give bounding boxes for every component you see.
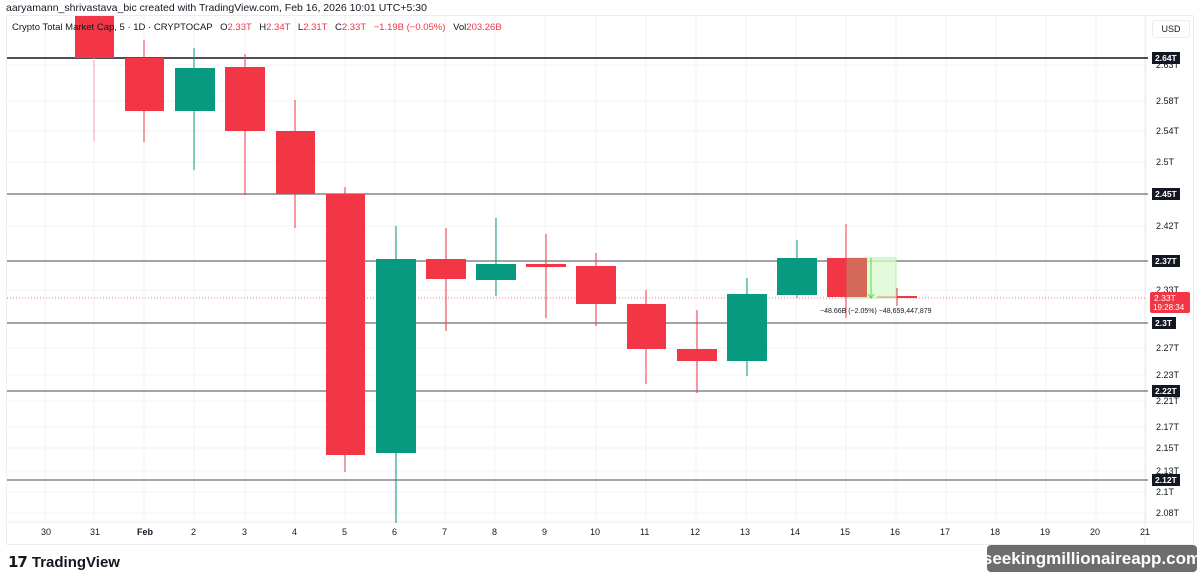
close-value: 2.33T bbox=[341, 22, 366, 33]
svg-text:20: 20 bbox=[1090, 527, 1100, 537]
svg-text:2.37T: 2.37T bbox=[1155, 256, 1178, 266]
svg-text:2.64T: 2.64T bbox=[1155, 53, 1178, 63]
svg-text:13: 13 bbox=[740, 527, 750, 537]
candles bbox=[75, 16, 917, 523]
svg-text:2.33T: 2.33T bbox=[1156, 285, 1180, 295]
current-price-badge: 2.33T 19:28:34 bbox=[1150, 292, 1190, 313]
svg-text:8: 8 bbox=[492, 527, 497, 537]
change-value: −1.19B (−0.05%) bbox=[373, 22, 446, 33]
svg-text:2.3T: 2.3T bbox=[1155, 318, 1173, 328]
svg-text:2.1T: 2.1T bbox=[1156, 487, 1175, 497]
svg-text:18: 18 bbox=[990, 527, 1000, 537]
svg-text:9: 9 bbox=[542, 527, 547, 537]
svg-text:6: 6 bbox=[392, 527, 397, 537]
svg-text:2.23T: 2.23T bbox=[1156, 370, 1180, 380]
svg-text:21: 21 bbox=[1140, 527, 1150, 537]
volume-value: 203.26B bbox=[466, 22, 502, 33]
svg-text:2.17T: 2.17T bbox=[1156, 422, 1180, 432]
svg-text:17: 17 bbox=[940, 527, 950, 537]
watermark-badge: seekingmillionaireapp.com bbox=[983, 545, 1200, 572]
symbol-name[interactable]: Crypto Total Market Cap, 5 · 1D · CRYPTO… bbox=[12, 22, 213, 33]
high-value: 2.34T bbox=[266, 22, 291, 33]
svg-text:2.33T: 2.33T bbox=[1154, 293, 1176, 303]
svg-text:31: 31 bbox=[90, 527, 100, 537]
svg-text:2.15T: 2.15T bbox=[1156, 443, 1180, 453]
low-value: 2.31T bbox=[303, 22, 328, 33]
open-value: 2.33T bbox=[227, 22, 252, 33]
svg-text:19:28:34: 19:28:34 bbox=[1153, 303, 1185, 312]
symbol-legend: Crypto Total Market Cap, 5 · 1D · CRYPTO… bbox=[12, 22, 502, 33]
svg-text:7: 7 bbox=[442, 527, 447, 537]
svg-text:2.12T: 2.12T bbox=[1155, 475, 1178, 485]
measure-tool bbox=[845, 224, 897, 318]
svg-text:2.5T: 2.5T bbox=[1156, 157, 1175, 167]
svg-text:2.42T: 2.42T bbox=[1156, 221, 1180, 231]
svg-text:2.13T: 2.13T bbox=[1156, 466, 1180, 476]
svg-text:16: 16 bbox=[890, 527, 900, 537]
svg-text:4: 4 bbox=[292, 527, 297, 537]
svg-text:10: 10 bbox=[590, 527, 600, 537]
svg-text:2: 2 bbox=[191, 527, 196, 537]
svg-text:2.21T: 2.21T bbox=[1156, 396, 1180, 406]
level-badges: 2.64T 2.45T 2.37T 2.3T 2.22T 2.12T bbox=[1152, 52, 1180, 486]
attribution-text: aaryamann_shrivastava_bic created with T… bbox=[6, 2, 427, 14]
tradingview-logo-text: TradingView bbox=[31, 553, 120, 571]
svg-text:3: 3 bbox=[242, 527, 247, 537]
svg-text:2.45T: 2.45T bbox=[1155, 189, 1178, 199]
svg-text:5: 5 bbox=[342, 527, 347, 537]
svg-text:2.54T: 2.54T bbox=[1156, 126, 1180, 136]
svg-text:2.22T: 2.22T bbox=[1155, 386, 1178, 396]
svg-text:30: 30 bbox=[41, 527, 51, 537]
measure-label: −48.66B (−2.05%) −48,659,447,879 bbox=[820, 308, 932, 315]
price-axis-ticks: 2.63T 2.58T 2.54T 2.5T 2.42T 2.33T 2.27T… bbox=[1156, 60, 1180, 518]
svg-text:2.58T: 2.58T bbox=[1156, 96, 1180, 106]
svg-text:2.27T: 2.27T bbox=[1156, 343, 1180, 353]
tradingview-logo-icon: 17 bbox=[8, 553, 28, 571]
chart-frame bbox=[6, 15, 1194, 545]
svg-text:11: 11 bbox=[640, 527, 649, 537]
svg-text:15: 15 bbox=[840, 527, 850, 537]
grid bbox=[7, 16, 1147, 522]
time-axis-ticks: 30 31 Feb 2 3 4 5 6 7 8 9 10 11 12 13 14… bbox=[41, 527, 1150, 537]
svg-text:Feb: Feb bbox=[137, 527, 154, 537]
svg-text:12: 12 bbox=[690, 527, 700, 537]
tradingview-logo[interactable]: 17 TradingView bbox=[8, 553, 120, 571]
svg-text:19: 19 bbox=[1040, 527, 1050, 537]
svg-text:2.08T: 2.08T bbox=[1156, 508, 1180, 518]
horizontal-levels bbox=[7, 57, 1148, 481]
svg-text:2.63T: 2.63T bbox=[1156, 60, 1180, 70]
currency-button[interactable]: USD bbox=[1152, 20, 1190, 38]
svg-text:14: 14 bbox=[790, 527, 800, 537]
